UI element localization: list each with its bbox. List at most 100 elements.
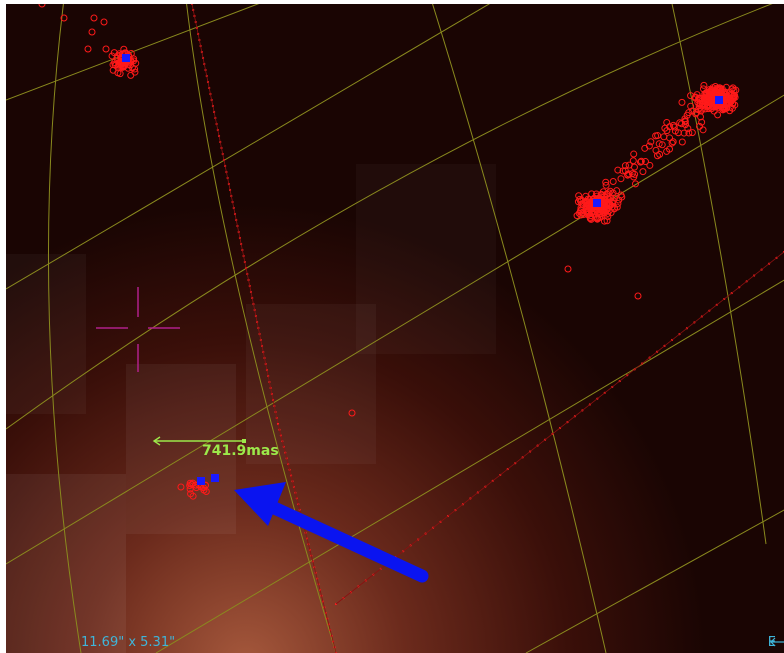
sky-viewer[interactable]: 741.9mas 11.69" x 5.31" E	[6, 4, 784, 653]
source-marker[interactable]	[617, 191, 625, 199]
source-marker[interactable]	[646, 161, 654, 169]
source-marker[interactable]	[617, 175, 625, 183]
source-marker[interactable]	[102, 45, 110, 53]
source-marker[interactable]	[637, 158, 645, 166]
source-marker[interactable]	[597, 191, 605, 199]
source-marker[interactable]	[606, 187, 614, 195]
source-marker[interactable]	[84, 45, 92, 53]
source-marker[interactable]	[655, 140, 663, 148]
source-marker[interactable]	[619, 167, 627, 175]
source-marker[interactable]	[606, 200, 614, 208]
source-marker[interactable]	[710, 107, 718, 115]
source-marker[interactable]	[688, 129, 696, 137]
source-marker[interactable]	[603, 217, 611, 225]
source-marker[interactable]	[684, 124, 692, 132]
source-marker[interactable]	[110, 49, 118, 57]
source-marker[interactable]	[602, 181, 610, 189]
source-marker[interactable]	[609, 178, 617, 186]
source-marker[interactable]	[587, 209, 595, 217]
source-marker[interactable]	[645, 142, 653, 150]
source-marker[interactable]	[614, 199, 622, 207]
source-marker[interactable]	[699, 126, 707, 134]
source-marker[interactable]	[611, 194, 619, 202]
source-marker[interactable]	[703, 94, 711, 102]
source-marker[interactable]	[607, 201, 615, 209]
source-marker[interactable]	[602, 178, 610, 186]
source-marker[interactable]	[704, 93, 712, 101]
source-marker[interactable]	[687, 92, 695, 100]
source-marker[interactable]	[637, 157, 645, 165]
source-marker[interactable]	[730, 87, 738, 95]
source-marker[interactable]	[685, 129, 693, 137]
object-marker[interactable]	[197, 477, 205, 485]
source-marker[interactable]	[652, 146, 660, 154]
source-marker[interactable]	[575, 209, 583, 217]
source-marker[interactable]	[694, 96, 702, 104]
source-marker[interactable]	[613, 187, 621, 195]
source-marker[interactable]	[88, 28, 96, 36]
source-marker[interactable]	[564, 265, 572, 273]
source-marker[interactable]	[714, 103, 722, 111]
source-marker[interactable]	[731, 91, 739, 99]
source-marker[interactable]	[658, 141, 666, 149]
source-marker[interactable]	[593, 215, 601, 223]
source-marker[interactable]	[186, 485, 194, 493]
source-marker[interactable]	[576, 208, 584, 216]
source-marker[interactable]	[663, 127, 671, 135]
source-marker[interactable]	[669, 138, 677, 146]
source-marker[interactable]	[678, 138, 686, 146]
source-marker[interactable]	[115, 50, 123, 58]
source-marker[interactable]	[628, 170, 636, 178]
source-marker[interactable]	[639, 168, 647, 176]
source-marker[interactable]	[685, 109, 693, 117]
source-marker[interactable]	[583, 211, 591, 219]
source-marker[interactable]	[177, 483, 185, 491]
source-marker[interactable]	[631, 180, 639, 188]
sky-image[interactable]	[6, 4, 784, 653]
source-marker[interactable]	[634, 292, 642, 300]
source-marker[interactable]	[116, 70, 124, 78]
source-marker[interactable]	[604, 210, 612, 218]
distance-measure[interactable]	[152, 436, 246, 446]
source-marker[interactable]	[131, 65, 139, 73]
source-marker[interactable]	[678, 98, 686, 106]
source-marker[interactable]	[669, 121, 677, 129]
source-marker[interactable]	[714, 111, 722, 119]
source-marker[interactable]	[629, 157, 637, 165]
source-marker[interactable]	[192, 484, 200, 492]
source-marker[interactable]	[630, 173, 638, 181]
source-marker[interactable]	[652, 132, 660, 140]
source-marker[interactable]	[630, 150, 638, 158]
source-marker[interactable]	[579, 200, 587, 208]
source-marker[interactable]	[614, 166, 622, 174]
source-marker[interactable]	[348, 409, 356, 417]
source-marker[interactable]	[706, 103, 714, 111]
source-marker[interactable]	[600, 217, 608, 225]
source-marker[interactable]	[661, 124, 669, 132]
object-markers[interactable]	[122, 54, 723, 485]
source-marker[interactable]	[687, 102, 695, 110]
source-marker[interactable]	[60, 14, 68, 22]
source-marker[interactable]	[100, 18, 108, 26]
source-marker[interactable]	[630, 163, 638, 171]
source-marker[interactable]	[696, 95, 704, 103]
source-marker[interactable]	[727, 97, 735, 105]
source-marker[interactable]	[582, 200, 590, 208]
source-marker[interactable]	[38, 4, 46, 8]
source-marker[interactable]	[689, 107, 697, 115]
source-marker[interactable]	[641, 158, 649, 166]
object-marker[interactable]	[122, 54, 130, 62]
source-marker[interactable]	[698, 118, 706, 126]
source-marker[interactable]	[723, 104, 731, 112]
source-marker[interactable]	[120, 45, 128, 53]
source-marker[interactable]	[666, 134, 674, 142]
source-marker[interactable]	[663, 147, 671, 155]
source-marker[interactable]	[588, 204, 596, 212]
source-marker[interactable]	[647, 138, 655, 146]
source-marker[interactable]	[189, 492, 197, 500]
source-marker[interactable]	[90, 14, 98, 22]
source-marker[interactable]	[114, 63, 122, 71]
source-marker[interactable]	[674, 129, 682, 137]
source-marker[interactable]	[722, 83, 730, 91]
source-marker[interactable]	[624, 171, 632, 179]
